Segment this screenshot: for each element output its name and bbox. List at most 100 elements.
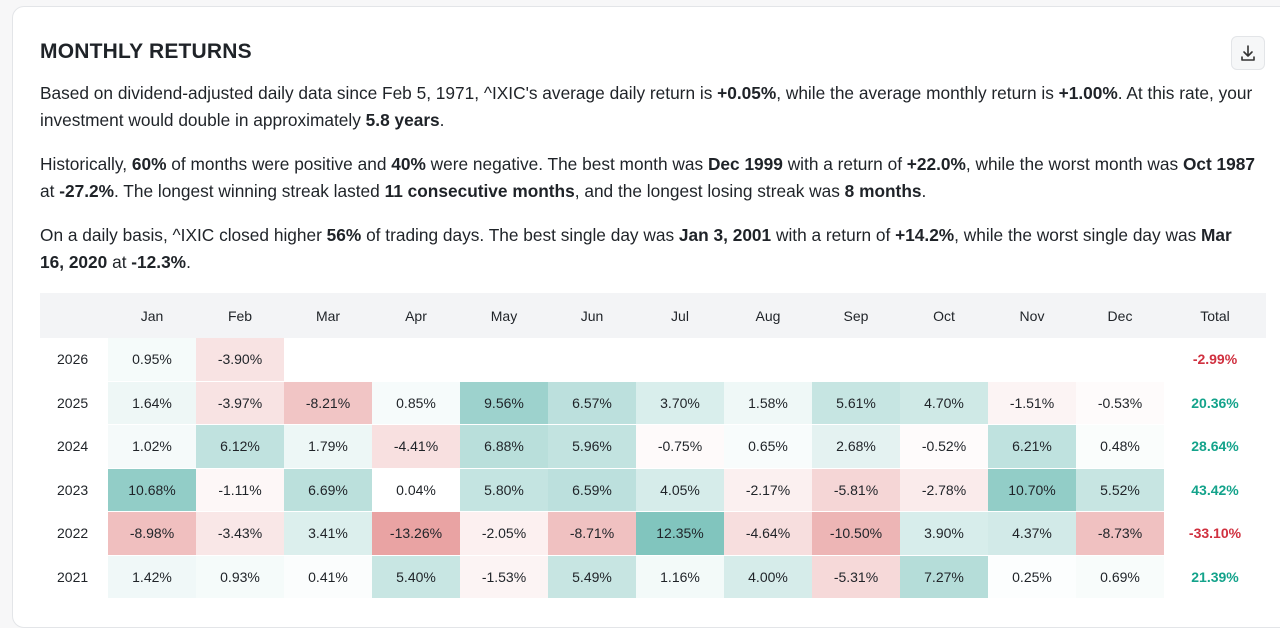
corner — [40, 293, 108, 338]
return-cell: 5.80% — [460, 468, 548, 512]
text-run: , and the longest losing streak was — [574, 181, 845, 201]
return-cell: -3.97% — [196, 381, 284, 425]
return-cell: 3.41% — [284, 511, 372, 556]
return-cell: 4.70% — [900, 381, 988, 425]
return-cell: -0.75% — [636, 424, 724, 469]
return-cell: -5.31% — [812, 555, 900, 599]
empty-cell — [900, 338, 988, 382]
return-cell: -4.64% — [724, 511, 812, 556]
text-run: . At this rate, your investment would do… — [40, 83, 1253, 130]
text-run: . The longest winning streak lasted — [113, 181, 385, 201]
empty-cell — [988, 338, 1076, 382]
paragraph: Historically, 60% of months were positiv… — [40, 151, 1255, 205]
return-cell: 0.93% — [196, 555, 284, 599]
return-cell: 1.79% — [284, 424, 372, 469]
return-cell: 6.57% — [548, 381, 636, 425]
empty-cell — [812, 338, 900, 382]
return-cell: 1.58% — [724, 381, 812, 425]
return-cell: -1.11% — [196, 468, 284, 512]
column-header: May — [460, 293, 548, 338]
text-run: , while the worst single day was — [954, 225, 1202, 245]
return-cell: 4.05% — [636, 468, 724, 512]
return-cell: 12.35% — [636, 511, 724, 556]
return-cell: -4.41% — [372, 424, 460, 469]
column-header: Sep — [812, 293, 900, 338]
text-run: . — [439, 110, 445, 130]
text-run: of trading days. The best single day was — [361, 225, 679, 245]
text-run: at — [107, 252, 132, 272]
return-cell: 0.41% — [284, 555, 372, 599]
return-cell: 2.68% — [812, 424, 900, 469]
highlight: -27.2% — [59, 181, 114, 201]
return-cell: -0.53% — [1076, 381, 1164, 425]
return-cell: 5.96% — [548, 424, 636, 469]
return-cell: -8.21% — [284, 381, 372, 425]
return-cell: 5.52% — [1076, 468, 1164, 512]
title: MONTHLY RETURNS — [40, 40, 252, 63]
download-button[interactable] — [1231, 36, 1265, 70]
return-cell: 1.02% — [108, 424, 196, 469]
return-cell: 6.21% — [988, 424, 1076, 469]
column-header: Apr — [372, 293, 460, 338]
return-cell: -10.50% — [812, 511, 900, 556]
text-run: Historically, — [40, 154, 132, 174]
return-cell: 0.65% — [724, 424, 812, 469]
empty-cell — [724, 338, 812, 382]
paragraph: Based on dividend-adjusted daily data si… — [40, 80, 1255, 134]
return-cell: -8.98% — [108, 511, 196, 556]
total: 28.64% — [1164, 424, 1266, 469]
row: 2021 1.42% 0.93% 0.41% 5.40% -1.53% 5.49% 1.16%… — [40, 555, 1266, 599]
paragraph: On a daily basis, ^IXIC closed higher 56… — [40, 222, 1255, 276]
highlight: Mar 16, 2020 — [40, 225, 1232, 272]
highlight: Oct 1987 — [1182, 154, 1256, 174]
return-cell: 5.49% — [548, 555, 636, 599]
return-cell: 10.68% — [108, 468, 196, 512]
return-cell: -2.17% — [724, 468, 812, 512]
row: 2022 -8.98% -3.43% 3.41% -13.26% -2.05% -8.71%… — [40, 511, 1266, 556]
year: 2024 — [40, 424, 108, 469]
column-header: Jul — [636, 293, 724, 338]
return-cell: 1.16% — [636, 555, 724, 599]
return-cell: -3.43% — [196, 511, 284, 556]
year: 2025 — [40, 381, 108, 425]
return-cell: 6.59% — [548, 468, 636, 512]
year: 2022 — [40, 511, 108, 556]
return-cell: 7.27% — [900, 555, 988, 599]
return-cell: -0.52% — [900, 424, 988, 469]
text-run: . — [186, 252, 191, 272]
returns-table: Jan Feb Mar Apr May Jun Jul Aug Sep Oct Nov Dec Tota… — [40, 293, 1266, 599]
return-cell: 5.61% — [812, 381, 900, 425]
highlight: Dec 1999 — [707, 154, 783, 174]
column-header: Feb — [196, 293, 284, 338]
return-cell: -5.81% — [812, 468, 900, 512]
return-cell: 1.42% — [108, 555, 196, 599]
text-run: . — [921, 181, 927, 201]
return-cell: 0.69% — [1076, 555, 1164, 599]
return-cell: -2.78% — [900, 468, 988, 512]
empty-cell — [636, 338, 724, 382]
column-header: Oct — [900, 293, 988, 338]
header-row: Jan Feb Mar Apr May Jun Jul Aug Sep Oct Nov Dec Tota… — [40, 293, 1266, 338]
return-cell: 0.04% — [372, 468, 460, 512]
highlight: +1.00% — [1058, 83, 1118, 103]
year: 2021 — [40, 555, 108, 599]
return-cell: 9.56% — [460, 381, 548, 425]
column-header: Total — [1164, 293, 1266, 338]
return-cell: 0.85% — [372, 381, 460, 425]
highlight: 40% — [391, 154, 426, 174]
text-run: at — [40, 181, 60, 201]
text-run: On a daily basis, ^IXIC closed higher — [40, 225, 327, 245]
return-cell: 10.70% — [988, 468, 1076, 512]
return-cell: 6.69% — [284, 468, 372, 512]
empty-cell — [548, 338, 636, 382]
total: -2.99% — [1164, 338, 1266, 382]
return-cell: 0.48% — [1076, 424, 1164, 469]
column-header: Mar — [284, 293, 372, 338]
highlight: +22.0% — [906, 154, 966, 174]
return-cell: 4.00% — [724, 555, 812, 599]
column-header: Nov — [988, 293, 1076, 338]
return-cell: -2.05% — [460, 511, 548, 556]
highlight: 5.8 years — [365, 110, 440, 130]
return-cell: 3.90% — [900, 511, 988, 556]
text-run: Based on dividend-adjusted daily data si… — [40, 83, 718, 103]
